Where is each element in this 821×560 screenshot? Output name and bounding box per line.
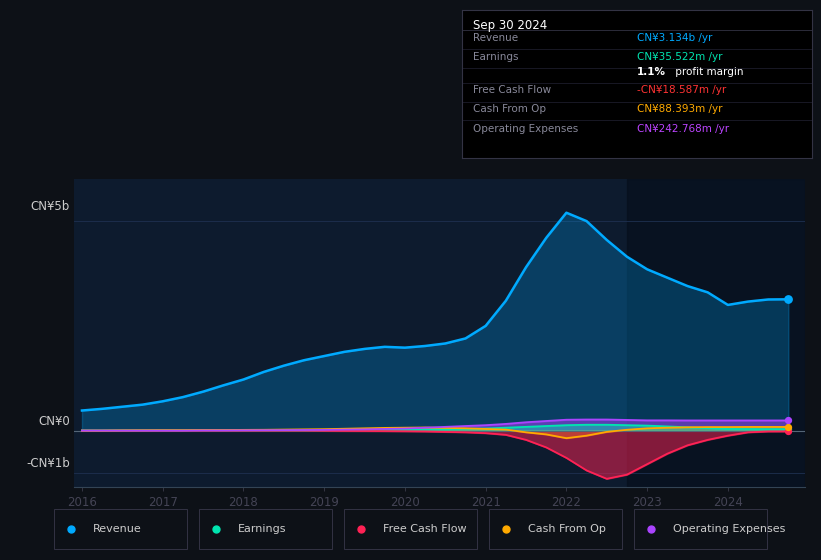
Point bbox=[782, 416, 795, 425]
Text: Earnings: Earnings bbox=[238, 524, 287, 534]
Text: Revenue: Revenue bbox=[94, 524, 142, 534]
Text: Cash From Op: Cash From Op bbox=[529, 524, 606, 534]
Point bbox=[782, 424, 795, 433]
Text: -CN¥18.587m /yr: -CN¥18.587m /yr bbox=[637, 86, 727, 96]
Text: Free Cash Flow: Free Cash Flow bbox=[383, 524, 467, 534]
Text: Operating Expenses: Operating Expenses bbox=[673, 524, 786, 534]
Text: Free Cash Flow: Free Cash Flow bbox=[473, 86, 551, 96]
Text: CN¥35.522m /yr: CN¥35.522m /yr bbox=[637, 52, 722, 62]
Text: CN¥5b: CN¥5b bbox=[30, 200, 70, 213]
Text: Operating Expenses: Operating Expenses bbox=[473, 124, 578, 134]
Point bbox=[782, 295, 795, 304]
Text: profit margin: profit margin bbox=[672, 67, 744, 77]
Text: 1.1%: 1.1% bbox=[637, 67, 666, 77]
Text: Sep 30 2024: Sep 30 2024 bbox=[473, 19, 547, 32]
Text: -CN¥1b: -CN¥1b bbox=[26, 457, 70, 470]
Point bbox=[782, 422, 795, 431]
Text: Revenue: Revenue bbox=[473, 33, 517, 43]
Text: Cash From Op: Cash From Op bbox=[473, 104, 545, 114]
Text: CN¥88.393m /yr: CN¥88.393m /yr bbox=[637, 104, 722, 114]
Text: CN¥0: CN¥0 bbox=[38, 415, 70, 428]
Text: Earnings: Earnings bbox=[473, 52, 518, 62]
Bar bbox=[627, 179, 805, 487]
Text: CN¥242.768m /yr: CN¥242.768m /yr bbox=[637, 124, 729, 134]
Text: CN¥3.134b /yr: CN¥3.134b /yr bbox=[637, 33, 713, 43]
Point bbox=[782, 427, 795, 436]
